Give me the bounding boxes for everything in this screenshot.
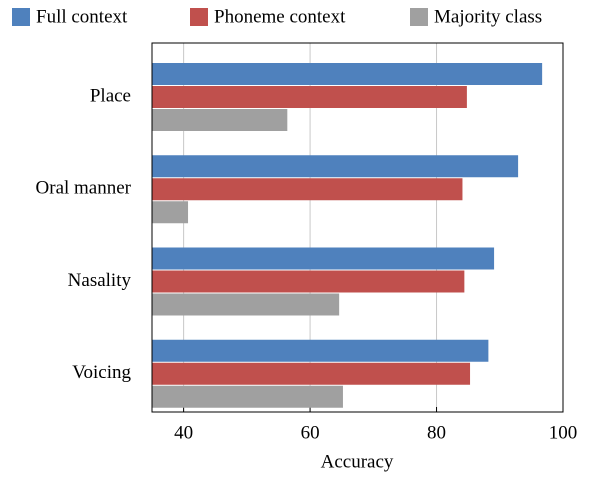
- legend-swatch: [190, 8, 208, 26]
- bar: [152, 201, 189, 224]
- legend-label: Majority class: [434, 6, 542, 27]
- plot-frame: [151, 42, 564, 413]
- x-tick-label: 100: [549, 422, 578, 443]
- bar: [152, 86, 467, 108]
- x-tick-label: 40: [174, 422, 193, 443]
- x-axis-label: Accuracy: [321, 451, 394, 472]
- x-tick-label: 60: [301, 422, 320, 443]
- bar: [152, 109, 288, 131]
- bar: [152, 155, 519, 178]
- bar: [152, 385, 343, 408]
- bar: [152, 178, 463, 201]
- y-tick-label: Nasality: [68, 270, 132, 291]
- bar: [152, 362, 471, 385]
- legend-label: Phoneme context: [214, 6, 346, 27]
- legend-swatch: [12, 8, 30, 26]
- bar: [152, 293, 340, 316]
- y-tick-label: Voicing: [72, 362, 131, 383]
- bar: [152, 339, 489, 362]
- x-tick-label: 80: [427, 422, 446, 443]
- legend-label: Full context: [36, 6, 128, 27]
- y-tick-label: Place: [90, 85, 131, 106]
- bar: [152, 247, 495, 270]
- y-tick-label: Oral manner: [36, 178, 132, 199]
- bar: [152, 270, 465, 293]
- legend-swatch: [410, 8, 428, 26]
- bar: [152, 63, 543, 85]
